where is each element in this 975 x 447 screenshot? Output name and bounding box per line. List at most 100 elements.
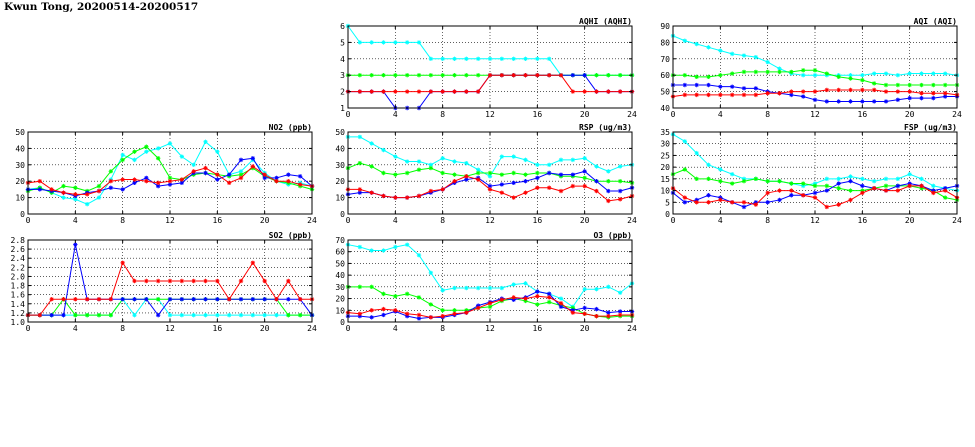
data-point-cyan (682, 38, 688, 43)
data-point-blue (49, 312, 54, 318)
data-point-red (464, 310, 469, 315)
x-tick-label: 4 (718, 110, 723, 119)
x-tick-label: 4 (393, 324, 398, 333)
data-point-red (729, 92, 735, 98)
x-tick-label: 12 (810, 110, 820, 119)
y-tick-label: 20 (335, 177, 345, 186)
data-point-cyan (440, 56, 445, 61)
data-point-red (499, 73, 505, 78)
data-point-green (907, 82, 912, 88)
data-point-blue (226, 172, 232, 177)
data-point-red (487, 301, 493, 306)
data-point-green (404, 291, 410, 297)
data-point-cyan (144, 149, 149, 154)
data-point-cyan (452, 285, 457, 291)
data-point-red (120, 260, 125, 265)
data-point-red (191, 169, 196, 174)
data-point-cyan (274, 312, 279, 318)
data-point-blue (297, 174, 303, 179)
data-point-blue (741, 204, 747, 210)
data-point-red (594, 188, 599, 194)
data-point-blue (765, 200, 770, 205)
x-tick-label: 8 (120, 216, 125, 225)
data-point-red (706, 92, 711, 98)
data-point-red (452, 311, 457, 316)
data-point-cyan (61, 195, 66, 200)
x-tick-label: 20 (260, 216, 270, 225)
data-point-red (511, 295, 516, 300)
data-point-green (464, 308, 469, 313)
data-point-green (812, 68, 818, 73)
data-point-cyan (907, 171, 912, 177)
data-point-blue (718, 84, 723, 89)
data-point-cyan (729, 51, 735, 57)
data-point-blue (706, 193, 711, 198)
y-tick-label: 50 (660, 88, 670, 97)
data-point-green (706, 176, 711, 182)
data-point-green (369, 73, 374, 78)
x-tick-label: 12 (485, 216, 495, 225)
data-point-red (594, 313, 599, 319)
data-point-red (895, 89, 901, 94)
data-point-red (475, 305, 481, 311)
y-tick-label: 5 (665, 198, 670, 207)
data-point-cyan (404, 242, 410, 247)
data-point-cyan (860, 176, 865, 182)
data-point-red (594, 89, 599, 94)
x-tick-label: 8 (120, 324, 125, 333)
data-point-red (523, 190, 528, 195)
data-point-red (812, 89, 818, 94)
data-point-green (617, 179, 623, 184)
y-tick-label: 10 (15, 194, 25, 203)
data-point-red (942, 91, 948, 96)
data-point-cyan (860, 73, 865, 78)
data-point-cyan (428, 162, 434, 167)
data-point-cyan (404, 159, 410, 164)
data-point-cyan (381, 147, 386, 153)
data-point-green (108, 169, 114, 174)
data-point-green (729, 181, 735, 186)
data-point-blue (357, 190, 363, 195)
data-point-green (765, 179, 770, 184)
data-point-red (250, 164, 256, 169)
data-point-green (357, 73, 363, 78)
data-point-green (718, 73, 723, 78)
data-point-green (464, 73, 469, 78)
data-point-cyan (215, 149, 220, 154)
data-point-cyan (546, 56, 552, 61)
data-point-blue (895, 97, 901, 102)
data-point-green (475, 73, 481, 78)
data-point-red (570, 89, 576, 94)
data-point-green (523, 298, 528, 304)
x-tick-label: 8 (440, 324, 445, 333)
y-tick-label: 1.8 (11, 282, 26, 291)
data-point-green (452, 172, 457, 177)
data-point-blue (215, 297, 220, 302)
data-point-blue (487, 183, 493, 189)
data-point-red (487, 187, 493, 192)
data-point-red (919, 91, 924, 96)
data-point-red (617, 312, 623, 318)
data-point-red (37, 179, 43, 184)
data-point-red (475, 89, 481, 94)
data-point-blue (475, 303, 481, 308)
data-point-red (73, 297, 78, 302)
x-tick-label: 24 (307, 324, 317, 333)
data-point-cyan (416, 159, 422, 164)
data-point-cyan (416, 253, 422, 258)
data-point-red (416, 193, 422, 199)
data-point-red (452, 89, 457, 94)
data-point-cyan (132, 312, 137, 318)
x-tick-label: 0 (671, 110, 676, 119)
data-point-red (871, 186, 877, 191)
data-point-cyan (895, 73, 901, 78)
data-point-cyan (487, 56, 493, 61)
data-point-blue (73, 242, 78, 247)
data-point-blue (120, 297, 125, 302)
data-point-red (49, 187, 54, 192)
data-point-red (381, 89, 386, 94)
data-point-cyan (594, 164, 599, 169)
x-tick-label: 8 (765, 110, 770, 119)
data-point-green (499, 172, 505, 177)
data-point-red (558, 73, 564, 78)
